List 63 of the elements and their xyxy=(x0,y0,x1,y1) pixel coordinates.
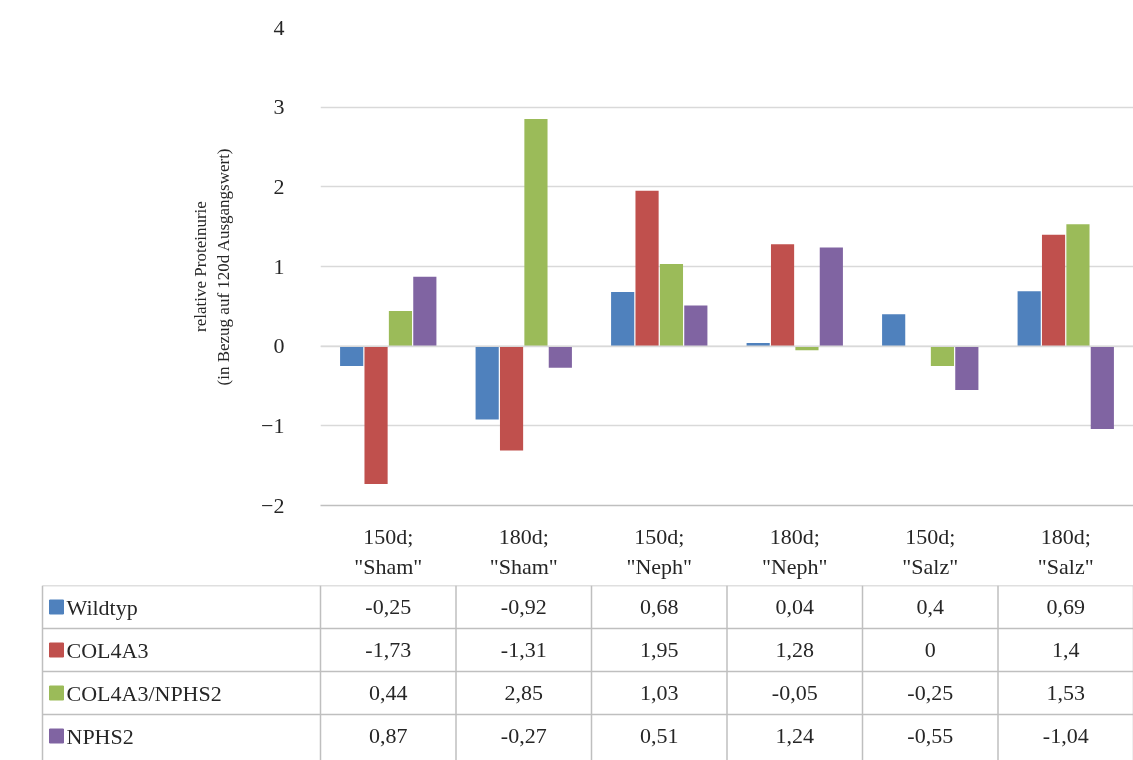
data-label: 0,4 xyxy=(916,594,944,619)
y-tick-label: 3 xyxy=(273,94,285,120)
data-label: 0 xyxy=(924,637,936,662)
data-label: 0,04 xyxy=(775,594,814,619)
bar xyxy=(1041,234,1066,347)
x-tick-label: 150d; "Neph" xyxy=(626,523,693,579)
data-label: -0,92 xyxy=(500,594,547,619)
y-tick-label: −2 xyxy=(261,492,285,518)
legend-label: Wildtyp xyxy=(66,594,138,620)
bar xyxy=(475,346,499,420)
data-label: 1,03 xyxy=(640,680,679,705)
bar xyxy=(659,264,684,347)
x-tick-label: 180d; "Salz" xyxy=(1037,523,1094,579)
y-tick-label: 4 xyxy=(273,14,285,40)
data-label: 0,51 xyxy=(640,723,679,748)
bar xyxy=(882,314,906,347)
bar xyxy=(611,291,635,347)
data-label: 2,85 xyxy=(504,680,543,705)
data-label: -0,05 xyxy=(771,680,818,705)
x-tick-label: 150d; "Sham" xyxy=(354,523,423,579)
y-tick-label: 1 xyxy=(273,253,285,279)
legend-label: COL4A3 xyxy=(66,637,149,663)
data-label: 0,68 xyxy=(640,594,679,619)
data-label: -0,25 xyxy=(365,594,412,619)
legend-label: COL4A3/NPHS2 xyxy=(66,680,222,706)
bar xyxy=(635,190,659,347)
data-label: -1,04 xyxy=(1042,723,1089,748)
x-tick-label: 180d; "Sham" xyxy=(489,523,558,579)
bar xyxy=(1090,346,1114,430)
data-label: 1,4 xyxy=(1052,637,1080,662)
x-tick-label: 180d; "Neph" xyxy=(761,523,828,579)
bar xyxy=(684,305,708,347)
bar xyxy=(413,276,437,347)
data-label: -0,25 xyxy=(907,680,954,705)
y-tick-label: −1 xyxy=(261,412,285,438)
bar xyxy=(524,119,548,347)
y-tick-label: 0 xyxy=(273,333,285,359)
bar xyxy=(1066,224,1090,347)
data-label: 1,53 xyxy=(1046,680,1085,705)
bar xyxy=(930,346,955,367)
y-axis-title: relative Proteinurie (in Bezug auf 120d Ausgangswert) xyxy=(191,148,234,386)
data-label: 1,28 xyxy=(775,637,814,662)
bar xyxy=(364,346,388,484)
bar xyxy=(499,346,524,451)
bar xyxy=(548,346,572,368)
bar xyxy=(770,244,795,347)
data-label: 0,87 xyxy=(369,723,408,748)
data-label: 1,95 xyxy=(640,637,679,662)
legend-label: NPHS2 xyxy=(66,723,134,749)
data-label: -1,73 xyxy=(365,637,412,662)
y-tick-label: 2 xyxy=(273,173,285,199)
data-label: -0,27 xyxy=(500,723,547,748)
data-label: -1,31 xyxy=(500,637,547,662)
bar xyxy=(340,346,364,367)
bar xyxy=(955,346,979,390)
bar xyxy=(1017,291,1041,347)
data-label: -0,55 xyxy=(907,723,954,748)
data-label: 1,24 xyxy=(775,723,814,748)
data-label: 0,69 xyxy=(1046,594,1085,619)
bar xyxy=(819,247,843,347)
data-label: 0,44 xyxy=(369,680,408,705)
x-tick-label: 150d; "Salz" xyxy=(902,523,959,579)
bar xyxy=(388,311,413,347)
